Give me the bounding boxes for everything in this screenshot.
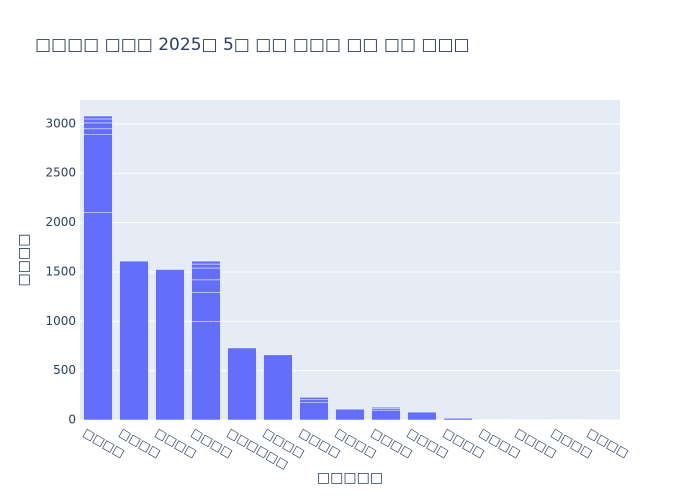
bar-segment bbox=[83, 128, 113, 135]
bar-segment bbox=[83, 115, 113, 120]
y-tick-label: 2000 bbox=[45, 215, 76, 229]
y-tick-label: 1500 bbox=[45, 264, 76, 278]
bar-segment bbox=[155, 269, 185, 421]
bar-segment bbox=[191, 267, 221, 281]
y-axis-title: □□□□ bbox=[16, 234, 32, 287]
bar-segment bbox=[83, 118, 113, 124]
bar-segment bbox=[299, 401, 329, 421]
bar-segment bbox=[191, 321, 221, 421]
bar-segment bbox=[191, 260, 221, 265]
bar-segment bbox=[83, 212, 113, 421]
bar-segment bbox=[191, 263, 221, 269]
bar-segment bbox=[227, 347, 257, 421]
bar-segment bbox=[299, 399, 329, 403]
bar-segment bbox=[371, 406, 401, 409]
y-tick-label: 1000 bbox=[45, 314, 76, 328]
bar-segment bbox=[191, 279, 221, 293]
y-tick-label: 3000 bbox=[45, 116, 76, 130]
chart-title: □□□□ □□□ 2025□ 5□ □□ □□□ □□ □□ □□□ bbox=[35, 35, 470, 55]
bar-segment bbox=[335, 408, 365, 421]
bar-segment bbox=[263, 354, 293, 421]
x-tick-label: □□□□ bbox=[585, 426, 631, 461]
bar-segment bbox=[119, 260, 149, 421]
x-axis-title: □□□□□ bbox=[317, 470, 383, 486]
bar-segment bbox=[83, 122, 113, 130]
bar-segment bbox=[407, 411, 437, 421]
bar-segment bbox=[191, 292, 221, 322]
y-tick-label: 2500 bbox=[45, 166, 76, 180]
bar-segment bbox=[443, 417, 473, 421]
bars bbox=[83, 115, 617, 421]
y-tick-label: 500 bbox=[53, 363, 76, 377]
bar-segment bbox=[299, 397, 329, 401]
y-tick-label: 0 bbox=[68, 413, 76, 427]
bar-segment bbox=[83, 134, 113, 213]
bar-segment bbox=[371, 409, 401, 421]
